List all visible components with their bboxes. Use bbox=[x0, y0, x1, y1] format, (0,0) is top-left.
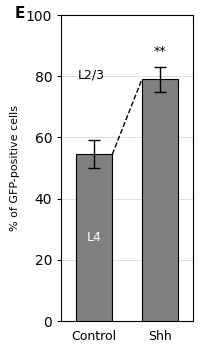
Text: E: E bbox=[15, 6, 25, 21]
Bar bbox=[76, 154, 112, 321]
Text: L2/3: L2/3 bbox=[77, 69, 104, 82]
Text: L4: L4 bbox=[87, 231, 102, 244]
Bar bbox=[142, 79, 178, 321]
Text: **: ** bbox=[154, 45, 166, 58]
Y-axis label: % of GFP-positive cells: % of GFP-positive cells bbox=[10, 105, 20, 231]
